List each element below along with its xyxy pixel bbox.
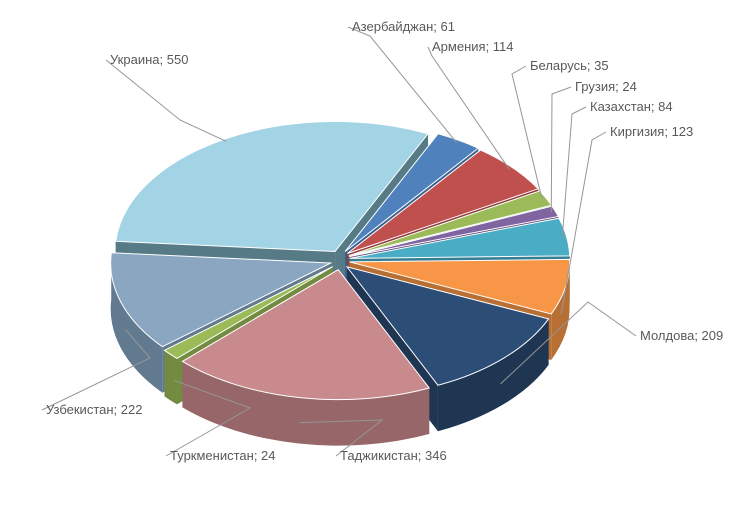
slice-label-sep: ;	[694, 328, 701, 343]
slice-label-value: 346	[425, 448, 447, 463]
leader-line	[551, 87, 571, 212]
slice-label-name: Туркменистан	[170, 448, 254, 463]
slice-label-name: Беларусь	[530, 58, 587, 73]
slice-label: Молдова; 209	[640, 328, 723, 343]
slice-label: Киргизия; 123	[610, 124, 693, 139]
slice-label-sep: ;	[114, 402, 121, 417]
slice-label-value: 35	[594, 58, 608, 73]
slice-label: Таджикистан; 346	[340, 448, 447, 463]
slice-label-sep: ;	[587, 58, 594, 73]
slice-label: Грузия; 24	[575, 79, 637, 94]
slice-label-name: Украина	[110, 52, 160, 67]
slice-label-value: 123	[672, 124, 694, 139]
slice-label: Туркменистан; 24	[170, 448, 276, 463]
leader-line	[106, 60, 226, 141]
slice-label-name: Узбекистан	[46, 402, 114, 417]
leader-line	[562, 107, 586, 237]
slice-label-value: 222	[121, 402, 143, 417]
slice-label-name: Казахстан	[590, 99, 651, 114]
slice-label-sep: ;	[254, 448, 261, 463]
slice-label-value: 550	[167, 52, 189, 67]
slice-label-value: 24	[261, 448, 275, 463]
slice-label-sep: ;	[418, 448, 425, 463]
pie-chart-3d	[0, 0, 756, 519]
slice-label-value: 61	[441, 19, 455, 34]
slice-label: Беларусь; 35	[530, 58, 609, 73]
slice-label-value: 24	[622, 79, 636, 94]
slice-label-name: Киргизия	[610, 124, 664, 139]
slice-label: Армения; 114	[432, 39, 514, 54]
slice-label-sep: ;	[433, 19, 440, 34]
slice-label-sep: ;	[160, 52, 167, 67]
slice-label: Азербайджан; 61	[352, 19, 455, 34]
slice-label-name: Молдова	[640, 328, 694, 343]
slice-label-sep: ;	[664, 124, 671, 139]
slice-label-value: 84	[658, 99, 672, 114]
slice-label-name: Азербайджан	[352, 19, 433, 34]
slice-label: Украина; 550	[110, 52, 188, 67]
slice-label-name: Таджикистан	[340, 448, 418, 463]
slice-label-value: 114	[493, 39, 514, 54]
slice-label-name: Грузия	[575, 79, 615, 94]
slice-label: Казахстан; 84	[590, 99, 673, 114]
slice-label-value: 209	[702, 328, 724, 343]
slice-label-name: Армения	[432, 39, 486, 54]
slice-label: Узбекистан; 222	[46, 402, 142, 417]
slice-label-sep: ;	[486, 39, 493, 54]
